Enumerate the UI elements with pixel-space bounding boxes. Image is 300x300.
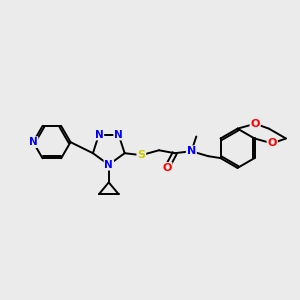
Text: N: N xyxy=(104,160,113,170)
Text: S: S xyxy=(137,150,145,160)
Text: N: N xyxy=(94,130,103,140)
Text: N: N xyxy=(187,146,196,156)
Text: N: N xyxy=(29,137,38,147)
Text: N: N xyxy=(114,130,123,140)
Text: O: O xyxy=(268,138,277,148)
Text: O: O xyxy=(162,163,172,173)
Text: O: O xyxy=(250,119,260,129)
